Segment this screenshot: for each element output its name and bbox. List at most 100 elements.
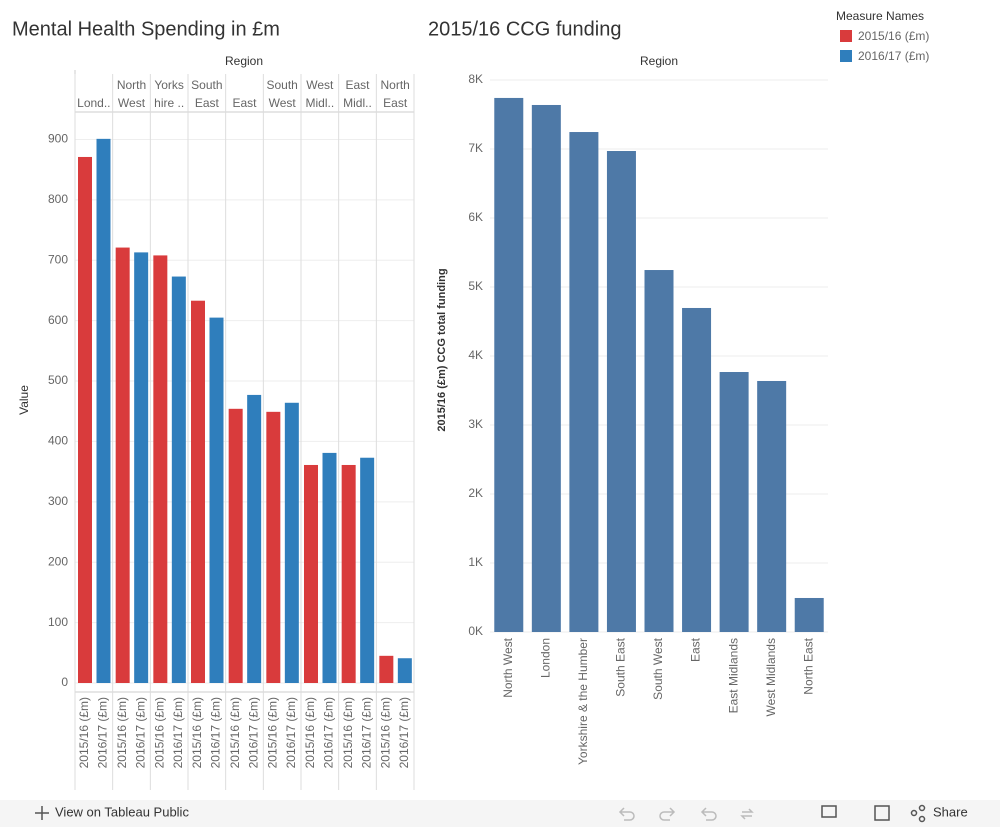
bar [266,411,281,683]
bar [397,658,412,683]
share-button[interactable]: Share [933,804,968,819]
x-tick-label: 2015/16 (£m) [341,697,355,768]
bar [96,138,111,684]
y-tick-label: 700 [48,252,68,266]
chart-title: Mental Health Spending in £m [12,18,280,40]
bar [757,380,787,632]
header-title: Region [225,54,263,68]
bar [494,97,524,632]
bar [719,372,749,632]
y-tick-label: 300 [48,494,68,508]
region-header: South West [266,78,298,110]
x-tick-label: 2016/17 (£m) [246,697,260,768]
x-tick-label: 2015/16 (£m) [303,697,317,768]
x-tick-label: 2016/17 (£m) [359,697,373,768]
y-axis-title: 2015/16 (£m) CCG total funding [436,268,448,431]
x-tick-label: 2015/16 (£m) [228,697,242,768]
y-tick-label: 5K [468,279,483,293]
bar [322,452,337,683]
x-tick-label: Yorkshire & the Humber [576,638,590,765]
tableau-icon [35,806,49,820]
x-tick-label: 2015/16 (£m) [77,697,91,768]
y-tick-label: 200 [48,554,68,568]
x-tick-label: South West [651,637,665,699]
bar [134,252,149,684]
region-header: North West [116,78,147,110]
region-header: North East [380,78,410,110]
y-tick-label: 400 [48,434,68,448]
bar [794,597,824,632]
x-tick-label: 2015/16 (£m) [115,697,129,768]
bar [531,104,561,633]
x-tick-label: London [539,638,553,678]
bar [360,457,375,683]
x-tick-label: 2015/16 (£m) [153,697,167,768]
legend-label: 2016/17 (£m) [858,49,929,63]
bar [228,408,243,683]
region-header: East [232,96,257,110]
x-tick-label: North West [501,637,515,697]
region-header: Lond.. [77,96,111,110]
x-tick-label: 2016/17 (£m) [96,697,110,768]
toolbar-icons [618,804,926,823]
legend-swatch [840,50,852,62]
bar [191,300,205,683]
x-tick-label: 2016/17 (£m) [133,697,147,768]
legend-swatch [840,30,852,42]
y-tick-label: 2K [468,486,483,500]
x-tick-label: East Midlands [726,638,740,713]
x-tick-label: 2015/16 (£m) [379,697,393,768]
y-tick-label: 600 [48,313,68,327]
bar [78,156,92,684]
y-tick-label: 1K [468,555,483,569]
bar [209,317,224,683]
legend-label: 2015/16 (£m) [858,29,929,43]
bar [171,276,186,683]
y-axis-title: Value [17,385,31,415]
bar [682,307,712,632]
x-tick-label: 2015/16 (£m) [266,697,280,768]
x-tick-label: 2016/17 (£m) [322,697,336,768]
x-tick-label: 2016/17 (£m) [209,697,223,768]
x-tick-label: 2016/17 (£m) [171,697,185,768]
view-link[interactable]: View on Tableau Public [55,804,189,819]
y-tick-label: 100 [48,615,68,629]
x-tick-label: North East [801,637,815,694]
y-tick-label: 7K [468,141,483,155]
y-tick-label: 0 [61,675,68,689]
bar [115,247,130,683]
bar [284,402,299,683]
x-tick-label: East [689,637,703,662]
x-tick-label: 2016/17 (£m) [284,697,298,768]
x-tick-label: 2016/17 (£m) [397,697,411,768]
bar [153,255,168,683]
y-tick-label: 900 [48,132,68,146]
x-tick-label: 2015/16 (£m) [190,697,204,768]
y-tick-label: 0K [468,624,483,638]
region-header: Yorks hire .. [154,78,185,110]
x-tick-label: South East [614,637,628,696]
bar [247,394,262,683]
header-title: Region [640,54,678,68]
bar [304,464,318,683]
bar [606,151,636,632]
region-header: East Midl.. [343,78,372,110]
bar [644,270,674,632]
bar [569,132,599,632]
y-tick-label: 500 [48,373,68,387]
y-tick-label: 800 [48,192,68,206]
chart-title: 2015/16 CCG funding [428,18,621,40]
toolbar [0,800,1000,827]
legend-title: Measure Names [836,9,924,23]
x-tick-label: West Midlands [764,638,778,716]
y-tick-label: 3K [468,417,483,431]
y-tick-label: 4K [468,348,483,362]
y-tick-label: 6K [468,210,483,224]
region-header: West Midl.. [305,78,335,110]
bar [379,655,394,683]
bar [341,464,356,683]
region-header: South East [191,78,223,110]
y-tick-label: 8K [468,72,483,86]
